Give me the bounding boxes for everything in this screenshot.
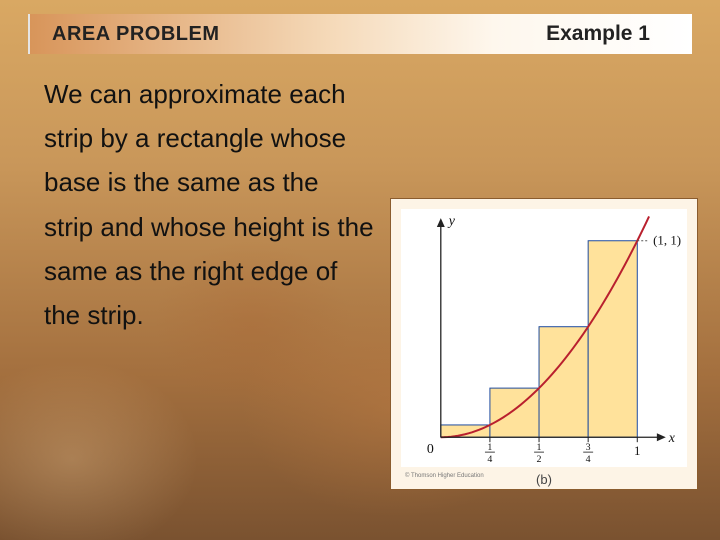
section-title: AREA PROBLEM [52,23,219,46]
svg-text:y: y [447,214,456,229]
figure-plot-area: yx01412341(1, 1) [401,209,687,467]
svg-text:1: 1 [487,442,492,453]
svg-text:4: 4 [586,454,591,465]
figure-panel: yx01412341(1, 1) (b) © Thomson Higher Ed… [390,198,698,490]
body-text: We can approximate each strip by a recta… [44,72,374,337]
svg-text:4: 4 [487,454,492,465]
copyright-text: © Thomson Higher Education [405,473,484,479]
svg-text:0: 0 [427,442,434,457]
svg-text:x: x [668,431,676,446]
svg-text:(1, 1): (1, 1) [653,234,681,248]
svg-text:1: 1 [537,442,542,453]
svg-text:2: 2 [537,454,542,465]
svg-text:1: 1 [634,444,640,458]
riemann-plot: yx01412341(1, 1) [401,209,687,467]
svg-text:3: 3 [586,442,591,453]
example-label: Example 1 [546,22,650,46]
slide: AREA PROBLEM Example 1 We can approximat… [0,0,720,540]
figure-sub-label: (b) [536,472,552,487]
